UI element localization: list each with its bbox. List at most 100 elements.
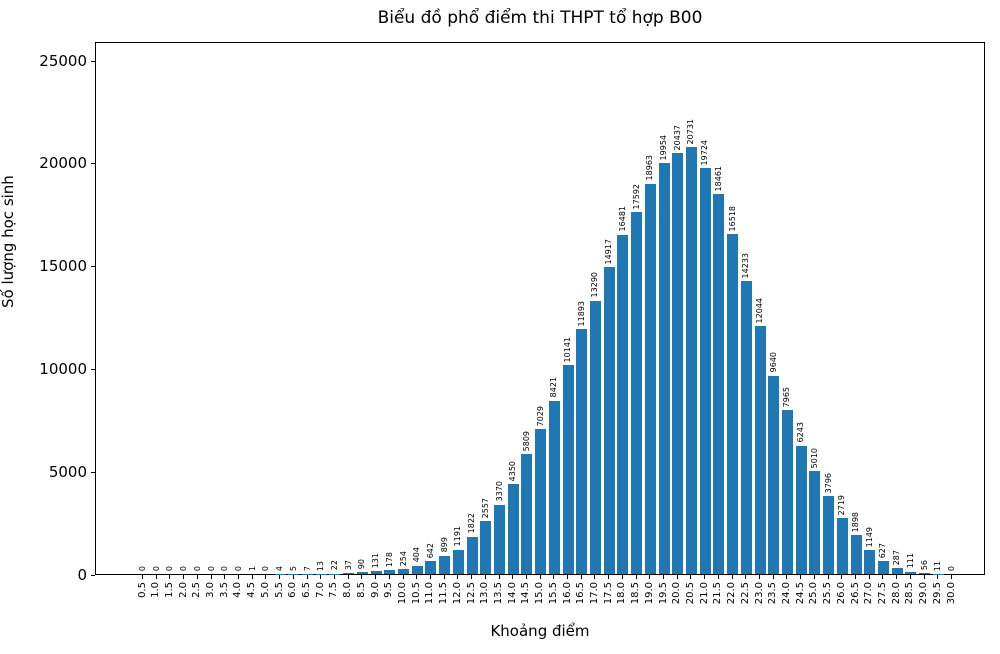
bar-value-label: 1191: [453, 526, 463, 547]
x-tick: [279, 575, 281, 579]
bar-value-label: 22: [329, 560, 339, 571]
bar-value-label: 4350: [508, 461, 518, 482]
bar: [617, 234, 629, 574]
x-tick-label: 17.0: [588, 582, 600, 605]
x-tick-label: 2.5: [191, 582, 203, 598]
y-tick: [91, 472, 95, 474]
bar-value-label: 1822: [467, 513, 477, 534]
bar: [466, 536, 478, 574]
y-tick-label: 5000: [48, 463, 87, 482]
x-tick: [512, 575, 514, 579]
bar: [658, 163, 670, 574]
bar: [891, 568, 903, 574]
x-tick: [169, 575, 171, 579]
bar: [562, 365, 574, 574]
x-tick-label: 29.0: [918, 582, 930, 605]
bar-value-label: 9640: [768, 352, 778, 373]
x-tick: [635, 575, 637, 579]
bar-value-label: 7029: [535, 406, 545, 427]
x-tick-label: 16.0: [561, 582, 573, 605]
bar-value-label: 14233: [741, 252, 751, 279]
x-axis-label: Khoảng điểm: [490, 622, 590, 640]
bar-value-label: 627: [878, 542, 888, 559]
bar: [864, 550, 876, 574]
bar-value-label: 0: [179, 565, 189, 571]
x-tick-label: 8.0: [342, 582, 354, 598]
x-tick: [855, 575, 857, 579]
bar: [411, 565, 423, 574]
bar-value-label: 642: [425, 542, 435, 558]
bar-value-label: 0: [220, 565, 230, 571]
x-tick: [183, 575, 185, 579]
bar-value-label: 19954: [659, 134, 669, 161]
bar: [740, 281, 752, 574]
x-tick: [676, 575, 678, 579]
bar-value-label: 14917: [604, 238, 614, 265]
x-tick: [937, 575, 939, 579]
bar-value-label: 5010: [809, 447, 819, 468]
bar-value-label: 0: [138, 565, 147, 571]
bar-value-label: 0: [947, 565, 956, 571]
x-tick-label: 10.5: [410, 582, 422, 605]
x-tick-label: 12.5: [465, 582, 477, 605]
bar-value-label: 1: [247, 565, 257, 571]
x-tick-label: 22.5: [739, 582, 751, 605]
bar-value-label: 404: [412, 547, 422, 563]
bar-value-label: 8421: [549, 377, 559, 398]
bar: [727, 234, 739, 574]
x-tick: [841, 575, 843, 579]
y-tick-label: 0: [77, 566, 87, 584]
x-tick: [786, 575, 788, 579]
bar: [919, 572, 931, 574]
x-tick-label: 30.0: [945, 582, 957, 605]
x-tick-label: 2.0: [177, 582, 189, 598]
y-tick: [91, 266, 95, 268]
bar-value-label: 111: [905, 553, 915, 569]
x-tick-label: 8.5: [355, 582, 367, 598]
bar: [603, 267, 615, 574]
bar: [356, 572, 368, 574]
x-tick: [868, 575, 870, 579]
x-tick-label: 28.5: [904, 582, 916, 605]
bar: [425, 560, 437, 574]
x-tick: [745, 575, 747, 579]
x-tick-label: 15.5: [547, 582, 559, 605]
x-tick: [155, 575, 157, 579]
x-tick-label: 24.0: [780, 582, 792, 605]
bar: [480, 521, 492, 574]
x-tick: [567, 575, 569, 579]
bar-value-label: 1149: [864, 527, 874, 548]
x-tick: [361, 575, 363, 579]
bar-value-label: 0: [165, 565, 175, 571]
bar-value-label: 56: [919, 559, 929, 570]
x-tick: [265, 575, 267, 579]
x-tick: [594, 575, 596, 579]
y-axis-label: Số lượng học sinh: [0, 175, 17, 308]
bar: [850, 534, 862, 574]
x-tick-label: 13.5: [493, 582, 504, 605]
x-tick-label: 29.5: [931, 582, 943, 605]
bar-value-label: 2557: [480, 498, 490, 519]
x-tick-label: 19.0: [643, 582, 655, 605]
x-tick: [429, 575, 431, 579]
x-tick-label: 7.5: [328, 582, 340, 598]
bar-value-label: 3796: [823, 472, 833, 493]
bar: [768, 375, 780, 574]
bar-value-label: 7965: [782, 386, 792, 408]
bar: [384, 570, 396, 574]
bar-value-label: 0: [233, 565, 243, 571]
bar-value-label: 0: [192, 565, 202, 571]
x-tick-label: 14.0: [506, 582, 518, 605]
x-tick-label: 4.0: [232, 582, 244, 598]
chart-title: Biểu đồ phổ điểm thi THPT tổ hợp B00: [377, 8, 703, 28]
x-tick-label: 25.5: [822, 582, 834, 605]
x-tick-label: 19.5: [657, 582, 669, 605]
x-tick-label: 17.5: [602, 582, 614, 605]
bar-value-label: 17592: [631, 183, 641, 209]
bar-value-label: 13290: [590, 272, 600, 298]
x-tick-label: 6.5: [301, 582, 313, 598]
bar: [823, 495, 835, 574]
x-tick-label: 26.0: [835, 582, 847, 605]
bar: [521, 454, 533, 574]
bar-value-label: 5: [288, 565, 298, 571]
